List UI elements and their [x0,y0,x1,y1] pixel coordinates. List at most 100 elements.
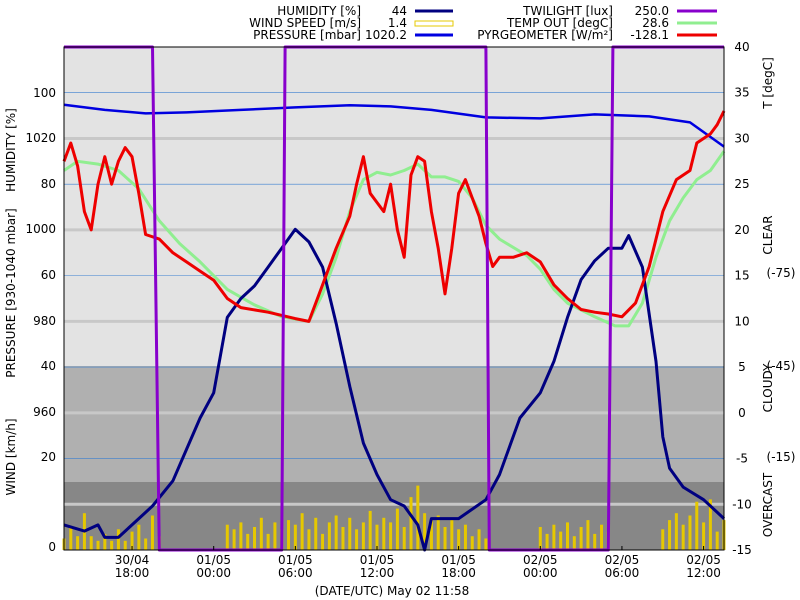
legend-value: 1020.2 [365,28,407,42]
wind-bar [253,527,257,550]
wind-bar [715,531,719,550]
x-tick-label: 12:00 [686,566,721,580]
wind-bar [457,529,461,550]
x-tick-label: 18:00 [115,566,150,580]
legend-value: 250.0 [635,4,669,18]
x-tick-label: 02/05 [686,553,721,567]
wind-bar [246,533,250,550]
wind-bar [232,529,236,550]
wind-bar [76,536,80,550]
legend: HUMIDITY [%] 44 WIND SPEED [m/s] 1.4 PRESSUR… [249,4,717,42]
x-tick-label: 18:00 [441,566,476,580]
right-tick-label: 35 [734,86,749,100]
x-tick-label: 01/05 [196,553,231,567]
right-tick-label: 40 [734,40,749,54]
left-tick-label: 1000 [25,222,56,236]
legend-name: WIND SPEED [m/s] [249,16,361,30]
x-tick-label: 06:00 [278,566,313,580]
wind-bar [130,531,134,550]
left-tick-labels: 100 1020 80 1000 60 980 40 960 20 0 [25,86,56,554]
left-axis-label: HUMIDITY [%] [4,108,18,192]
wind-bar [314,517,318,550]
right-tick-labels: 40 35 30 25 20 15 10 5 0 -5 -10 -15 [732,40,752,557]
series-line-humidity [63,227,726,552]
wind-bar [123,540,127,550]
wind-bar [477,529,481,550]
wind-bar [368,510,372,550]
wind-bar [559,531,563,550]
legend-value: 1.4 [388,16,407,30]
wind-bar [287,520,291,550]
wind-bar [436,515,440,550]
wind-bar [409,497,413,550]
wind-bar [341,527,345,550]
pyrgeometer-tick-label: (-15) [767,450,796,464]
wind-bar [375,524,379,550]
wind-bar [572,536,576,550]
right-tick-label: -10 [732,497,752,511]
x-tick-label: 02/05 [605,553,640,567]
wind-bar [661,529,665,550]
plot-frame [63,46,725,551]
wind-bar [695,501,699,550]
wind-bar [321,533,325,550]
right-tick-label: -5 [736,452,748,466]
left-tick-label: 1020 [25,131,56,145]
legend-name: HUMIDITY [%] [277,4,361,18]
sky-zone-clear-label: CLEAR [761,215,775,254]
wind-bar [307,529,311,550]
x-tick-label: 01/05 [360,553,395,567]
wind-bar [334,515,338,550]
wind-bar [266,533,270,550]
right-tick-label: 20 [734,223,749,237]
wind-bar [463,524,467,550]
legend-swatch [414,20,454,27]
wind-bar [137,524,141,550]
wind-bar [273,522,277,550]
wind-bar [89,536,93,550]
wind-bar [593,533,597,550]
wind-bar [361,522,365,550]
wind-bar [702,522,706,550]
x-tick-label: 00:00 [196,566,231,580]
wind-bar [395,508,399,550]
wind-bar [225,524,229,550]
right-axis-labels: T [degC] CLEAR CLOUDY OVERCAST [761,57,775,537]
x-tick-label: 01/05 [278,553,313,567]
plot-background [64,47,724,550]
wind-bar [579,527,583,550]
left-tick-label: 80 [41,177,56,191]
wind-bar [484,538,488,550]
wind-bar [552,524,556,550]
wind-bar [259,517,263,550]
temperature-axis-label: T [degC] [761,57,775,110]
legend-name: PYRGEOMETER [W/m²] [477,28,613,42]
left-axis-label: WIND [km/h] [4,418,18,495]
left-axis-label: PRESSURE [930-1040 mbar] [4,208,18,377]
x-tick-label: 01/05 [441,553,476,567]
right-tick-label: -15 [732,543,752,557]
left-tick-label: 0 [48,540,56,554]
left-tick-label: 960 [33,405,56,419]
wind-bar [538,527,542,550]
legend-value: 44 [392,4,407,18]
legend-name: TEMP OUT [degC] [506,16,613,30]
left-tick-label: 60 [41,268,56,282]
wind-bar [416,485,420,550]
wind-bar [389,522,393,550]
wind-bar [566,522,570,550]
right-tick-label: 5 [738,360,746,374]
right-tick-label: 10 [734,314,749,328]
wind-bar [239,522,243,550]
wind-bar [293,524,297,550]
sky-zone-overcast [64,482,724,550]
wind-bar [402,527,406,550]
wind-bar [586,520,590,550]
sky-zone-overcast-label: OVERCAST [761,472,775,537]
right-tick-label: 30 [734,131,749,145]
wind-bar [681,524,685,550]
wind-bar [688,515,692,550]
right-tick-label: 25 [734,177,749,191]
left-tick-label: 40 [41,359,56,373]
